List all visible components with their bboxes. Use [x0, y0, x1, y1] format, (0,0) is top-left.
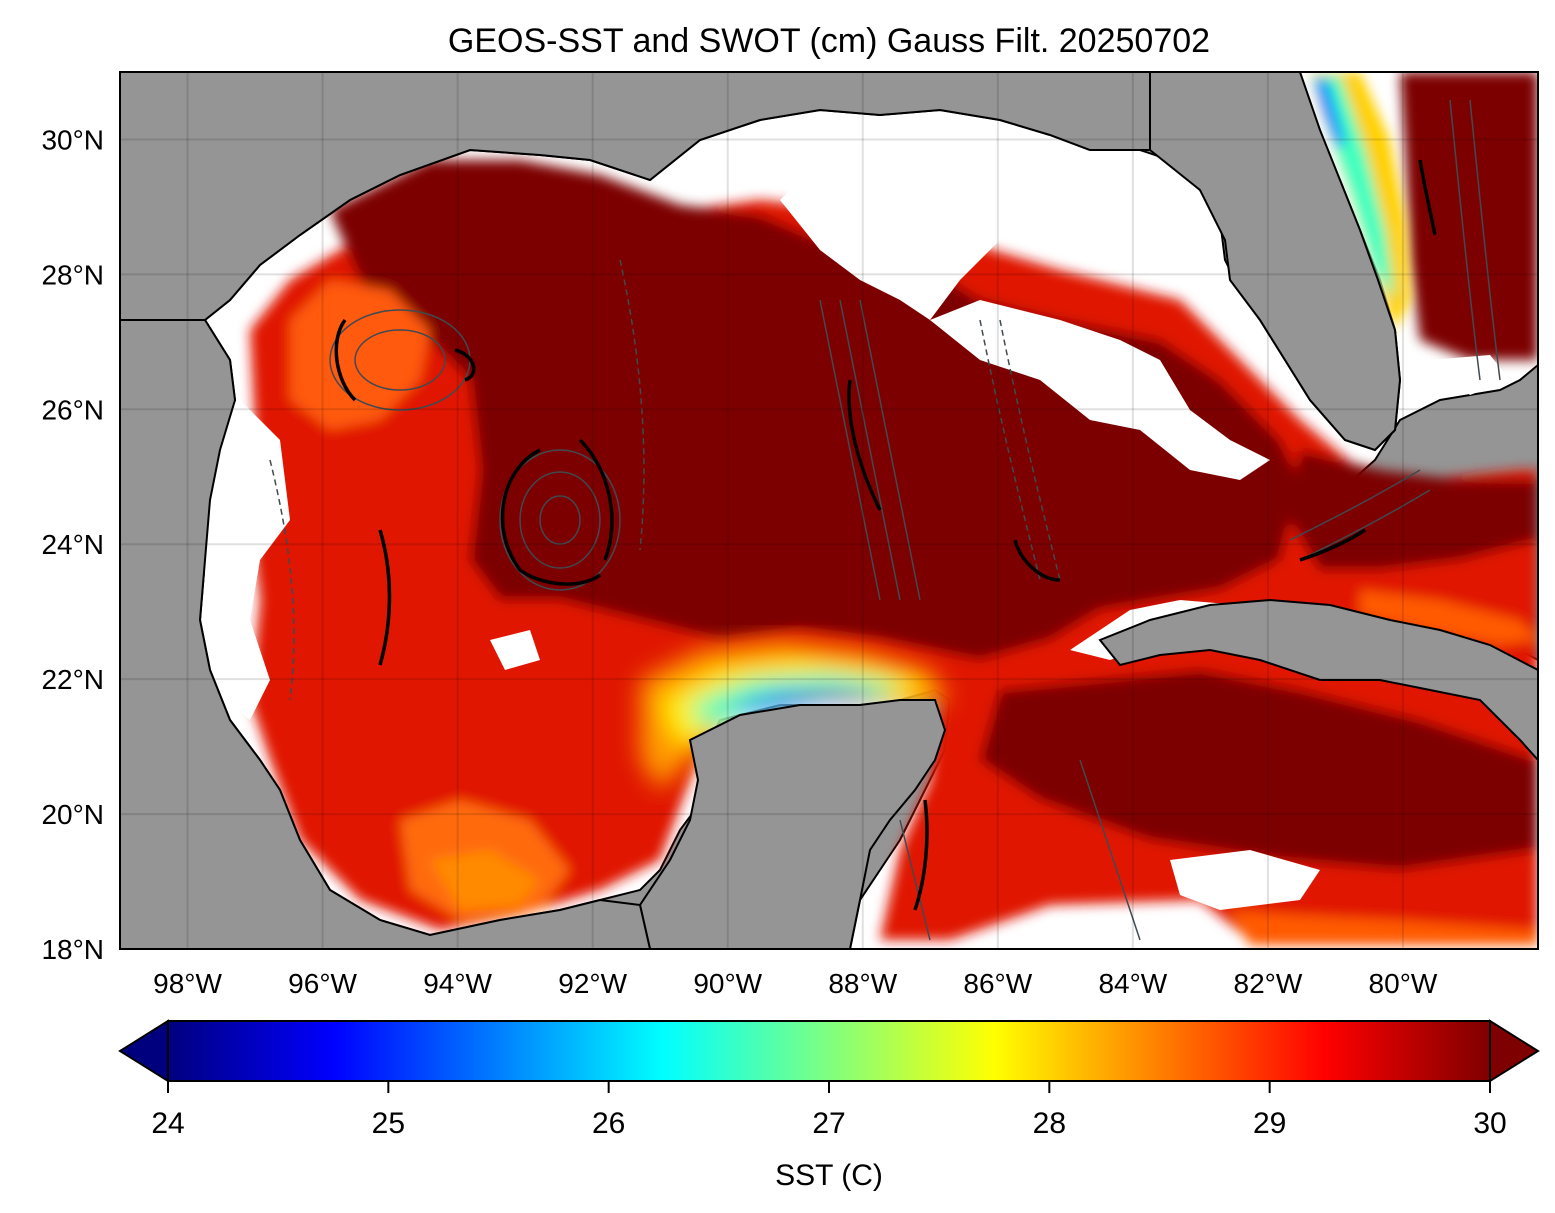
colorbar-tick-label: 27 — [812, 1107, 845, 1140]
lon-tick-label: 88°W — [828, 968, 897, 999]
latitude-tick-labels: 18°N 20°N 22°N 24°N 26°N 28°N 30°N — [41, 124, 104, 965]
colorbar-tick-label: 24 — [151, 1107, 184, 1140]
land-masses — [120, 72, 1538, 949]
mexico-coast — [120, 319, 652, 949]
lat-tick-label: 28°N — [41, 259, 104, 290]
colorbar-ticks: 24 25 26 27 28 29 30 — [151, 1081, 1507, 1140]
lon-tick-label: 94°W — [423, 968, 492, 999]
swot-zero-contours — [334, 159, 1437, 911]
lon-tick-label: 80°W — [1369, 968, 1438, 999]
lat-tick-label: 30°N — [41, 124, 104, 155]
gridlines — [120, 72, 1538, 949]
lon-tick-label: 86°W — [963, 968, 1032, 999]
colorbar-tick-label: 25 — [372, 1107, 405, 1140]
lon-tick-label: 90°W — [693, 968, 762, 999]
colorbar-extend-high — [1489, 1019, 1540, 1083]
florida-coastal-cold — [1310, 72, 1410, 330]
colorbar-tick-label: 30 — [1473, 1107, 1506, 1140]
lat-tick-label: 20°N — [41, 799, 104, 830]
florida-peninsula — [1149, 72, 1402, 452]
lon-tick-label: 96°W — [288, 968, 357, 999]
colorbar-tick-label: 28 — [1033, 1107, 1066, 1140]
longitude-tick-labels: 98°W 96°W 94°W 92°W 90°W 88°W 86°W 84°W 82°W 80°W — [153, 968, 1438, 999]
lat-tick-label: 22°N — [41, 664, 104, 695]
lon-tick-label: 84°W — [1098, 968, 1167, 999]
lat-tick-label: 18°N — [41, 934, 104, 965]
us-gulf-coast — [120, 72, 1151, 321]
swot-contours — [269, 99, 1501, 941]
lon-tick-label: 98°W — [153, 968, 222, 999]
map-panel — [120, 72, 1538, 949]
lon-tick-label: 82°W — [1234, 968, 1303, 999]
colorbar: 24 25 26 27 28 29 30 SST (C) — [118, 1019, 1540, 1192]
colorbar-extend-low — [118, 1019, 169, 1083]
lon-tick-label: 92°W — [558, 968, 627, 999]
lat-tick-label: 24°N — [41, 529, 104, 560]
map-title: GEOS-SST and SWOT (cm) Gauss Filt. 20250… — [448, 22, 1210, 60]
yucatan-peninsula — [638, 699, 947, 949]
cloud-gaps — [200, 140, 1510, 910]
colorbar-tick-label: 29 — [1253, 1107, 1286, 1140]
cuba — [1098, 598, 1538, 762]
colorbar-gradient — [167, 1020, 1491, 1082]
map-frame — [119, 71, 1539, 950]
lat-tick-label: 26°N — [41, 394, 104, 425]
colorbar-tick-label: 26 — [592, 1107, 625, 1140]
colorbar-label: SST (C) — [775, 1159, 883, 1192]
